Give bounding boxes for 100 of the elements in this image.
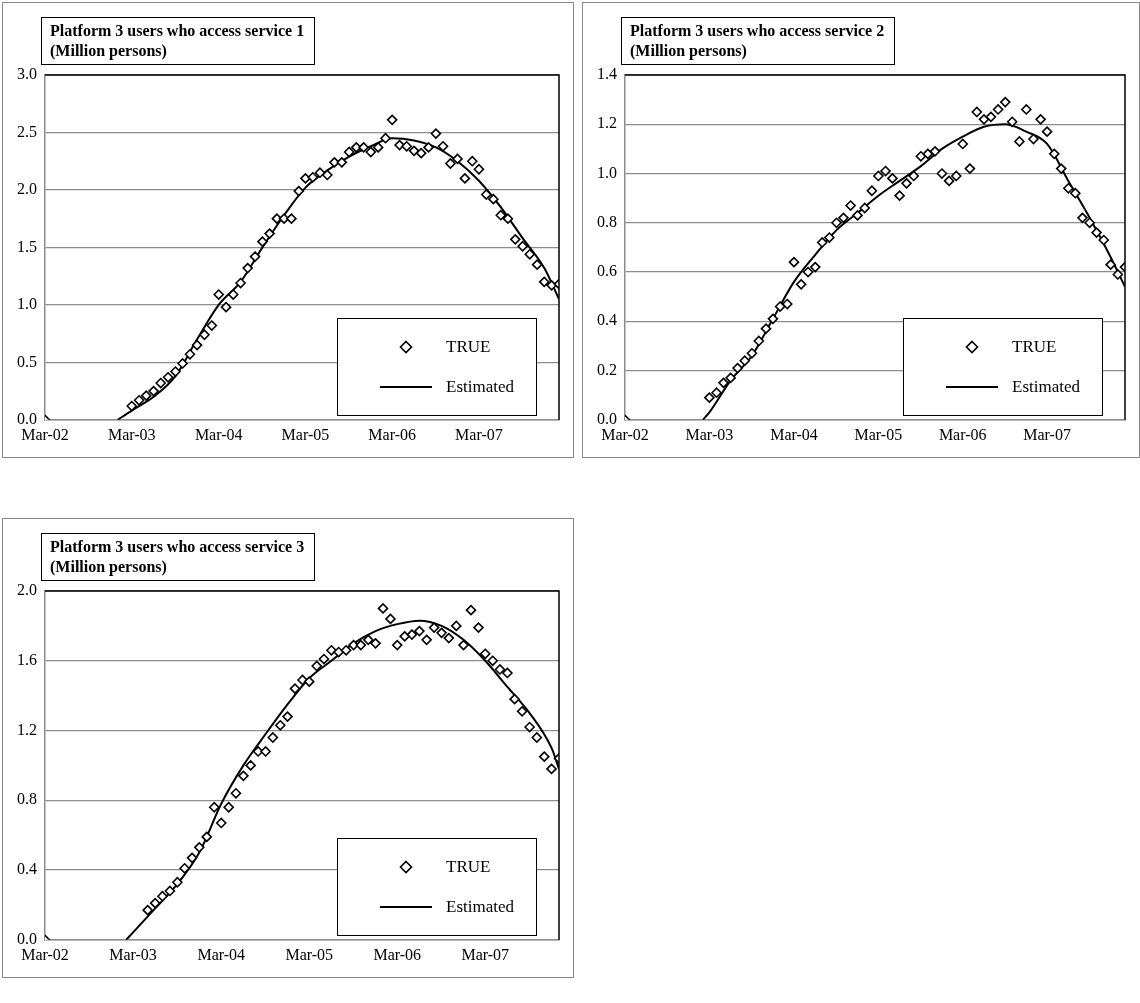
x-tick-label: Mar-04	[770, 425, 818, 443]
point	[473, 622, 484, 633]
x-tick-label: Mar-07	[455, 425, 503, 443]
legend-label: Estimated	[446, 376, 514, 397]
point	[172, 876, 183, 888]
x-tick-label: Mar-04	[194, 425, 243, 443]
point	[391, 639, 403, 651]
point	[399, 631, 410, 642]
x-tick-label: Mar-03	[685, 425, 734, 443]
point	[201, 831, 213, 843]
point	[282, 711, 293, 722]
x-tick-label: Mar-04	[197, 945, 246, 963]
x-tick-label: Mar-07	[1023, 425, 1071, 443]
chart-title: Platform 3 users who access service 1	[50, 21, 305, 41]
point	[157, 890, 168, 902]
y-tick-label: 1.4	[597, 65, 617, 83]
point	[465, 604, 477, 616]
y-tick-label: 1.0	[17, 295, 37, 313]
point	[458, 639, 469, 651]
y-tick-label: 0.5	[17, 352, 37, 370]
y-tick-label: 1.2	[597, 114, 617, 132]
y-tick-label: 0.0	[597, 410, 617, 427]
y-tick-label: 1.6	[17, 650, 37, 668]
legend-label: Estimated	[446, 896, 514, 917]
point	[421, 634, 432, 646]
point	[355, 639, 367, 651]
y-tick-label: 1.0	[597, 163, 617, 181]
y-tick-label: 2.0	[17, 581, 37, 599]
point	[208, 801, 220, 813]
point	[318, 653, 330, 665]
y-tick-label: 3.0	[17, 65, 37, 83]
point	[370, 638, 381, 649]
point	[443, 632, 455, 644]
point	[494, 664, 506, 675]
y-axis-title: (Million persons)	[50, 557, 168, 577]
point	[377, 603, 389, 614]
point	[311, 660, 323, 672]
point	[487, 655, 498, 667]
point	[186, 852, 198, 864]
y-axis-title: (Million persons)	[50, 41, 168, 61]
point	[451, 620, 462, 632]
point	[289, 683, 301, 694]
point	[179, 863, 190, 874]
y-tick-label: 0.0	[17, 410, 37, 427]
point	[215, 817, 227, 829]
y-axis-title: (Million persons)	[630, 41, 748, 61]
legend-label: TRUE	[1012, 336, 1057, 357]
point	[275, 719, 286, 731]
point	[326, 645, 337, 656]
x-tick-label: Mar-05	[854, 425, 903, 443]
point	[538, 751, 550, 762]
x-tick-label: Mar-03	[107, 425, 156, 443]
point	[149, 897, 161, 909]
y-tick-label: 0.8	[597, 212, 617, 230]
point	[509, 693, 520, 705]
y-tick-label: 2.0	[17, 180, 37, 198]
point	[164, 885, 176, 897]
x-tick-label: Mar-02	[21, 945, 69, 963]
y-tick-label: 0.0	[17, 930, 37, 947]
point	[479, 648, 491, 660]
y-tick-label: 0.8	[17, 790, 37, 808]
chart-title: Platform 3 users who access service 3	[50, 537, 305, 557]
point	[546, 763, 557, 775]
point	[142, 904, 153, 916]
point	[260, 746, 271, 757]
y-tick-label: 0.4	[597, 311, 617, 329]
point	[516, 706, 528, 717]
point	[502, 667, 513, 679]
x-tick-label: Mar-02	[601, 425, 649, 443]
x-tick-label: Mar-05	[285, 945, 334, 963]
point	[414, 625, 425, 637]
x-tick-label: Mar-06	[368, 425, 417, 443]
x-tick-label: Mar-03	[109, 945, 157, 963]
y-tick-label: 1.5	[17, 237, 37, 255]
point	[230, 788, 242, 799]
y-tick-label: 1.2	[17, 720, 37, 738]
x-tick-label: Mar-06	[373, 945, 422, 963]
point	[223, 801, 235, 813]
point	[194, 842, 205, 853]
legend-label: Estimated	[1012, 376, 1080, 397]
point	[303, 676, 315, 687]
y-tick-label: 2.5	[17, 122, 37, 140]
point	[267, 732, 279, 743]
chart-title: Platform 3 users who access service 2	[630, 21, 885, 41]
point	[436, 627, 447, 639]
point	[245, 760, 256, 771]
legend-label: TRUE	[446, 336, 491, 357]
x-tick-label: Mar-07	[461, 945, 510, 963]
legend-label: TRUE	[446, 856, 491, 877]
point	[428, 622, 440, 633]
point	[531, 732, 543, 743]
point	[340, 645, 352, 656]
point	[524, 721, 535, 733]
point	[238, 770, 249, 782]
point	[333, 646, 344, 658]
point	[406, 629, 418, 640]
y-tick-label: 0.4	[17, 860, 37, 878]
x-tick-label: Mar-02	[21, 425, 69, 443]
y-tick-label: 0.6	[597, 262, 617, 280]
y-tick-label: 0.2	[597, 360, 617, 378]
